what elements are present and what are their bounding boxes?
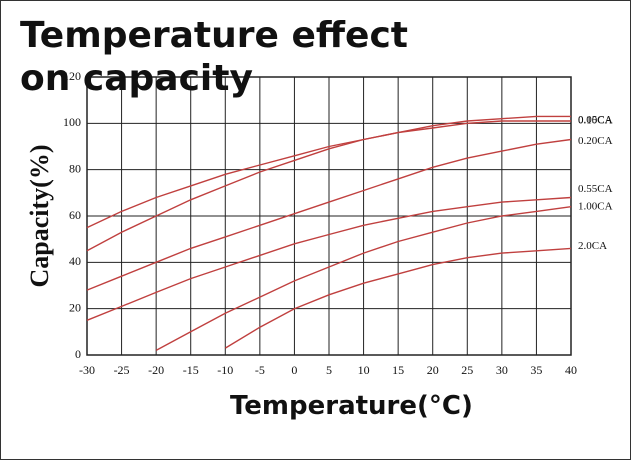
y-tick-label: 20 <box>69 300 81 314</box>
x-axis-label: Temperature(°C) <box>230 391 473 421</box>
y-tick-label: 100 <box>63 115 81 129</box>
y-tick-label: 60 <box>69 208 81 222</box>
series-label: 0.05CA <box>578 114 613 126</box>
x-tick-label: -25 <box>114 363 130 377</box>
series-label: 0.55CA <box>578 183 613 195</box>
x-tick-label: 15 <box>392 363 404 377</box>
x-tick-label: -15 <box>183 363 199 377</box>
x-tick-label: 25 <box>461 363 473 377</box>
series-line <box>86 120 571 252</box>
x-tick-label: 30 <box>496 363 508 377</box>
series-label: 0.10CA <box>578 115 613 127</box>
y-axis-label: Capacity(%) <box>25 145 54 288</box>
x-tick-label: -30 <box>79 363 95 377</box>
series-label: 0.20CA <box>578 135 613 147</box>
series-line <box>155 206 572 352</box>
x-tick-label: 35 <box>530 363 542 377</box>
y-tick-label: 120 <box>63 69 81 83</box>
y-tick-label: 40 <box>69 254 81 268</box>
x-tick-label: -20 <box>148 363 164 377</box>
series-line <box>86 115 571 229</box>
x-tick-label: 40 <box>565 363 577 377</box>
series-line <box>224 247 572 349</box>
chart-title: Temperature effect on capacity <box>20 15 409 100</box>
y-tick-label: 0 <box>75 347 81 361</box>
series-line <box>86 196 572 321</box>
x-tick-label: 5 <box>326 363 332 377</box>
series-label: 1.00CA <box>578 200 613 212</box>
frame <box>0 0 631 460</box>
x-tick-label: -5 <box>255 363 265 377</box>
series-line <box>86 138 572 291</box>
series-label: 2.0CA <box>578 240 607 252</box>
x-tick-label: 10 <box>358 363 370 377</box>
x-tick-label: -10 <box>217 363 233 377</box>
plot-border <box>86 76 572 356</box>
x-tick-label: 20 <box>427 363 439 377</box>
x-tick-label: 0 <box>291 363 297 377</box>
y-tick-label: 80 <box>69 161 81 175</box>
